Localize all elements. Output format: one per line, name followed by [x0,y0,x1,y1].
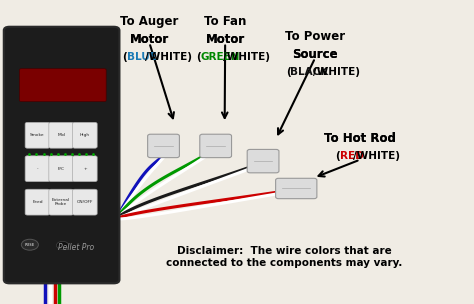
Text: Smoke: Smoke [30,133,45,137]
Text: ON/OFF: ON/OFF [77,200,93,204]
Text: (: ( [336,151,340,161]
Text: To Hot Rod: To Hot Rod [324,132,396,145]
Text: (: ( [122,52,127,62]
FancyBboxPatch shape [49,156,73,181]
Circle shape [56,241,69,249]
Text: /WHITE): /WHITE) [313,67,360,77]
FancyBboxPatch shape [247,150,279,173]
Text: (: ( [286,67,291,77]
Text: +: + [83,167,87,171]
Text: Source: Source [292,48,338,61]
Text: -: - [36,167,38,171]
Text: To Power: To Power [285,30,345,43]
FancyBboxPatch shape [25,122,50,148]
Text: Source: Source [292,48,338,61]
Text: Disclaimer:  The wire colors that are
connected to the components may vary.: Disclaimer: The wire colors that are con… [166,246,402,268]
Text: High: High [80,133,90,137]
FancyBboxPatch shape [147,134,179,157]
FancyBboxPatch shape [73,156,97,181]
FancyBboxPatch shape [49,189,73,215]
FancyBboxPatch shape [19,69,106,102]
Text: To Fan: To Fan [204,15,246,28]
Text: Pellet Pro: Pellet Pro [58,243,94,252]
FancyBboxPatch shape [49,122,73,148]
Circle shape [21,239,38,250]
Text: BLACK: BLACK [291,67,328,77]
Text: /WHITE): /WHITE) [354,151,401,161]
Text: /WHITE): /WHITE) [223,52,270,62]
Text: BLUE: BLUE [127,52,157,62]
Text: Motor: Motor [130,33,169,46]
Text: To Hot Rod: To Hot Rod [324,132,396,145]
Text: To Auger: To Auger [120,15,179,28]
Text: FUSE: FUSE [25,243,35,247]
Text: Feed: Feed [32,200,43,204]
FancyBboxPatch shape [73,189,97,215]
Text: Mid: Mid [57,133,65,137]
Text: External
Probe: External Probe [52,198,70,206]
Text: F/C: F/C [58,167,64,171]
Text: Motor: Motor [206,33,245,46]
FancyBboxPatch shape [73,122,97,148]
FancyBboxPatch shape [4,27,119,283]
Text: (: ( [196,52,201,62]
FancyBboxPatch shape [25,189,50,215]
FancyBboxPatch shape [25,156,50,181]
FancyBboxPatch shape [200,134,231,157]
Text: RED: RED [340,151,364,161]
Text: /WHITE): /WHITE) [145,52,192,62]
Text: Motor: Motor [206,33,245,46]
Text: GREEN: GREEN [201,52,240,62]
Text: Motor: Motor [130,33,169,46]
FancyBboxPatch shape [276,178,317,199]
